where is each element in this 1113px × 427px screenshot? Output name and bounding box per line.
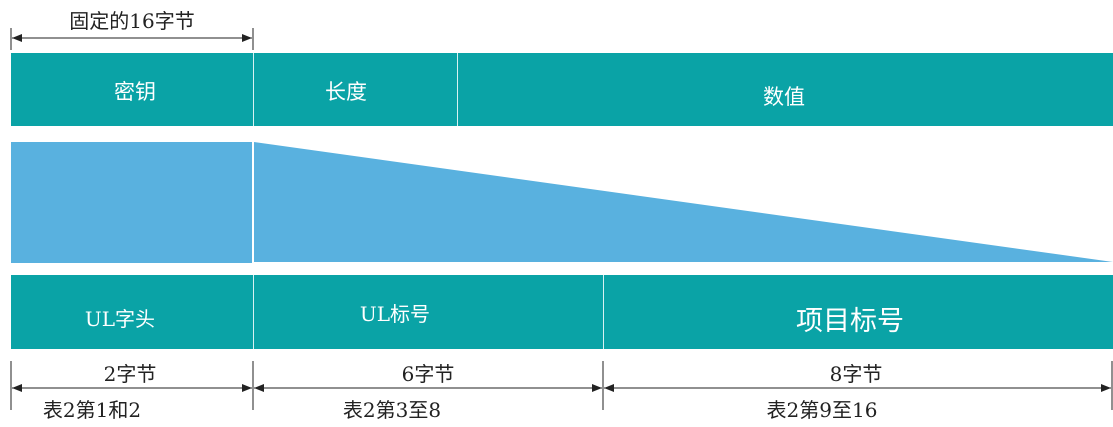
- key-detail-row: UL字头 UL标号 项目标号: [11, 275, 1113, 349]
- length-label: 长度: [325, 80, 367, 104]
- key-expansion-block: [11, 142, 252, 263]
- fixed-16-bytes-dimension: 固定的16字节: [10, 9, 254, 50]
- key-detail-bar: [11, 275, 1113, 349]
- klv-row: 密钥 长度 数值: [11, 53, 1113, 126]
- ref-label-item-number: 表2第9至16: [767, 398, 878, 422]
- size-label-2-bytes: 2字节: [104, 362, 157, 386]
- klv-bar: [11, 53, 1113, 126]
- item-number-label: 项目标号: [796, 306, 904, 337]
- fixed-16-bytes-label: 固定的16字节: [69, 9, 194, 33]
- key-expansion-wedge: [254, 142, 1113, 262]
- ref-label-ul-header: 表2第1和2: [43, 398, 141, 422]
- ul-header-label: UL字头: [85, 307, 155, 331]
- ul-number-label: UL标号: [360, 302, 430, 326]
- value-label: 数值: [763, 85, 805, 109]
- key-label: 密钥: [114, 80, 156, 104]
- expansion-band: [11, 142, 1113, 263]
- size-label-8-bytes: 8字节: [830, 362, 883, 386]
- byte-size-dimensions: 2字节 6字节 8字节 表2第1和2 表2第3至8 表2第9至16: [10, 361, 1113, 422]
- size-label-6-bytes: 6字节: [402, 362, 455, 386]
- ref-label-ul-number: 表2第3至8: [343, 398, 441, 422]
